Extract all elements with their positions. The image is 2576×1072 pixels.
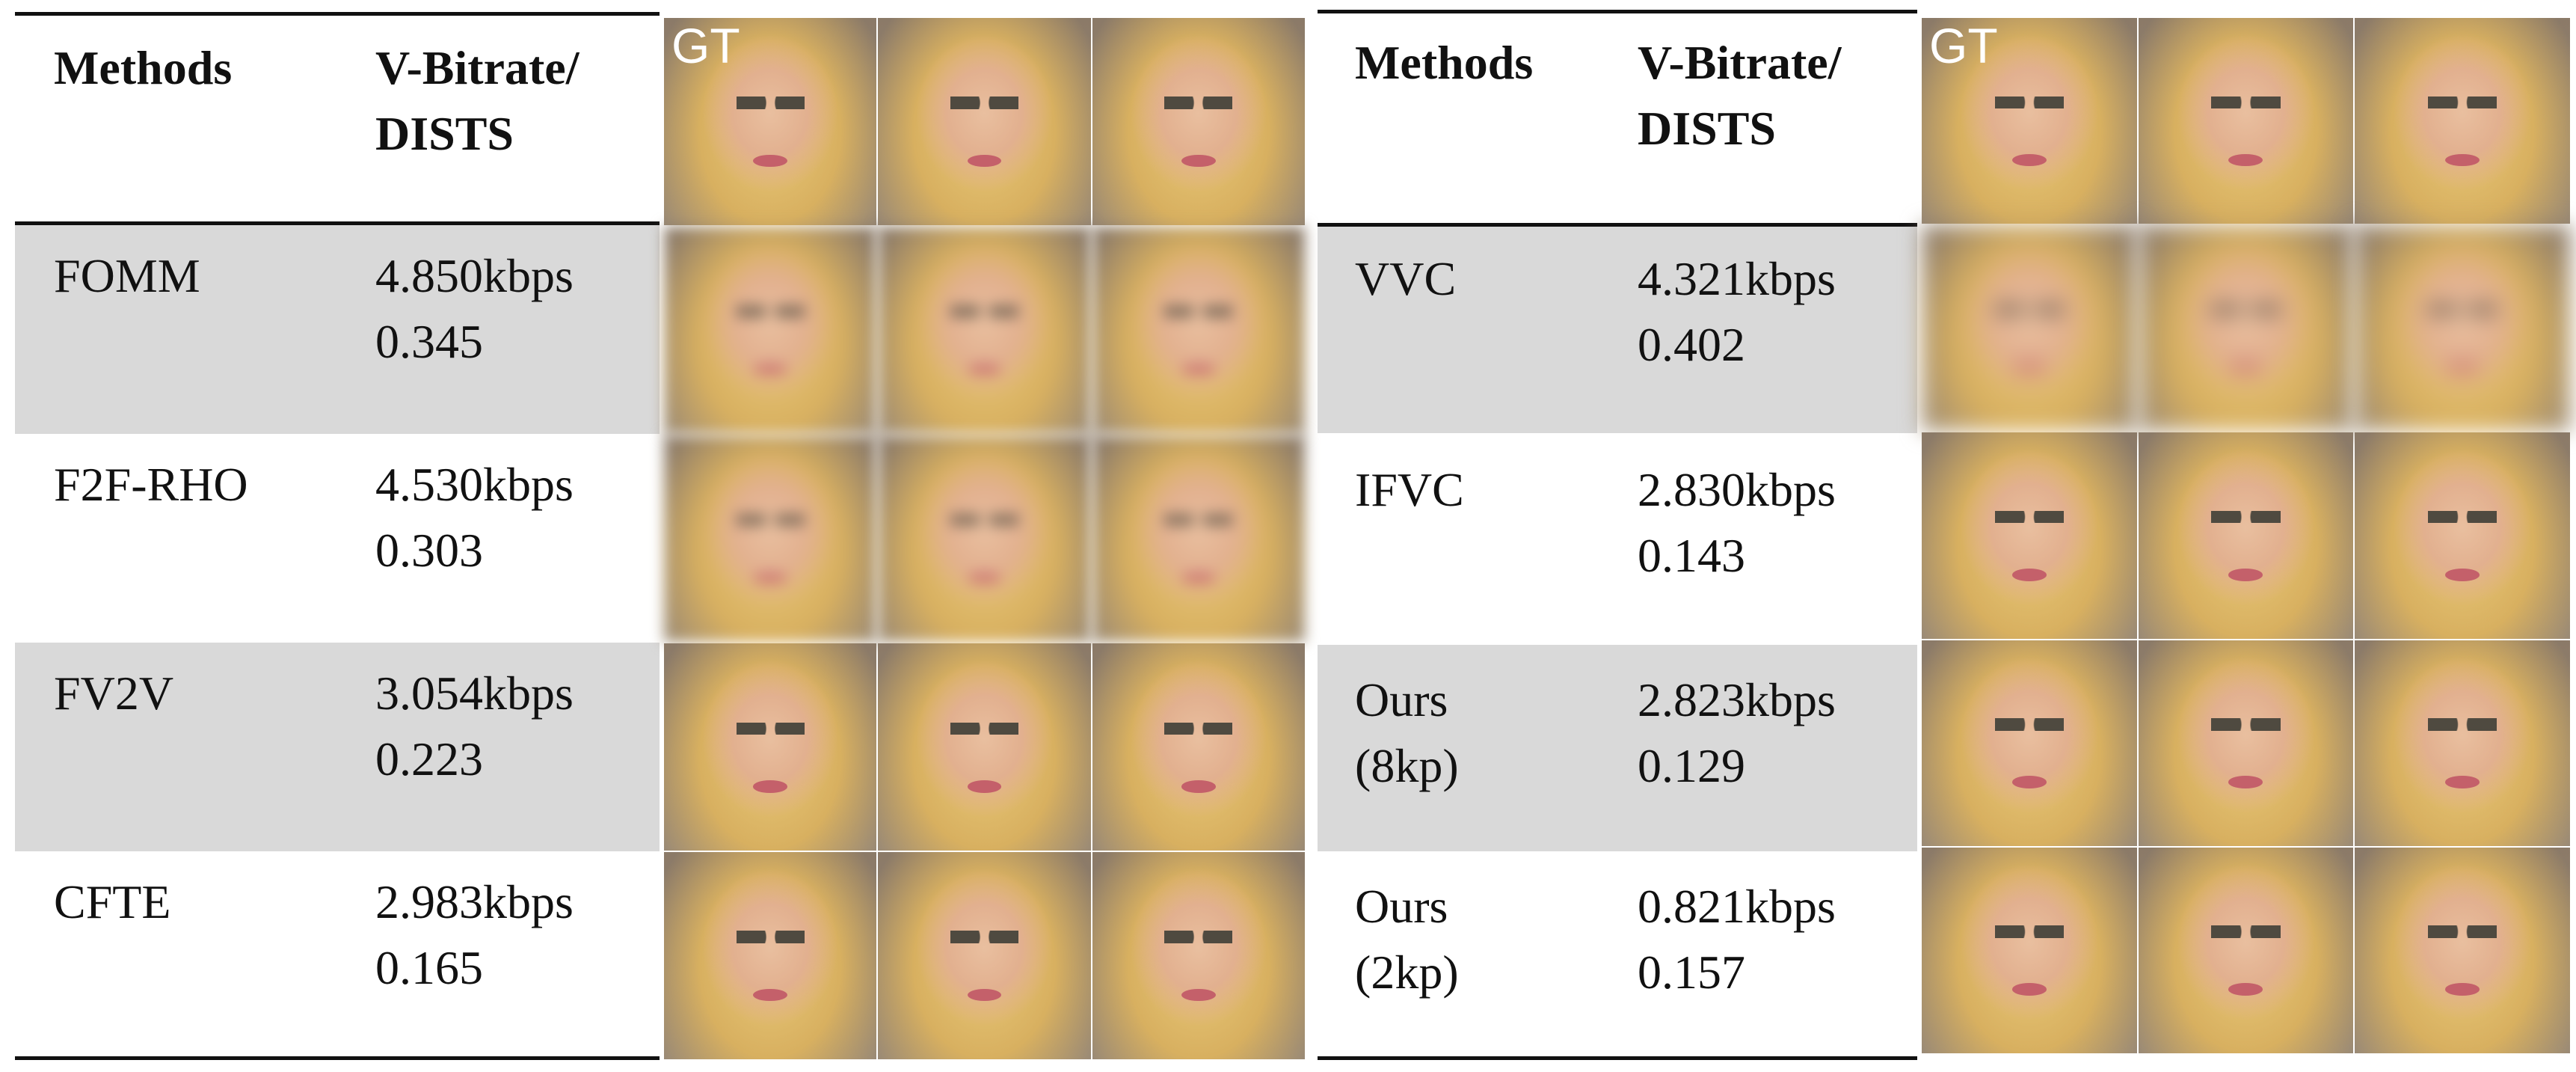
- face-image: [878, 643, 1091, 851]
- face-image: [878, 226, 1091, 434]
- top-rule: [1318, 10, 1917, 13]
- row-metric: 0.821kbps 0.157: [1638, 880, 1836, 999]
- face-image: [2138, 847, 2354, 1053]
- row-method: VVC: [1355, 252, 1457, 305]
- row-method: F2F-RHO: [54, 458, 248, 511]
- face-image: [664, 435, 877, 643]
- top-rule: [15, 12, 660, 16]
- table-row: FV2V 3.054kbps 0.223: [15, 643, 660, 851]
- face-image: [2138, 640, 2354, 846]
- face-image: [664, 643, 877, 851]
- row-method: IFVC: [1355, 463, 1464, 516]
- face-image: [878, 852, 1091, 1059]
- face-image: [2355, 640, 2570, 846]
- face-image: [878, 18, 1091, 225]
- table-row: F2F-RHO 4.530kbps 0.303: [15, 434, 660, 643]
- face-image: GT: [664, 18, 877, 225]
- header-metric: V-Bitrate/ DISTS: [375, 41, 580, 160]
- row-method: FV2V: [54, 667, 174, 720]
- header-methods: Methods: [54, 41, 233, 94]
- table-header: Methods V-Bitrate/ DISTS: [15, 16, 660, 221]
- gt-label: GT: [1929, 18, 1998, 73]
- face-image: [1092, 226, 1305, 434]
- face-image: [1092, 435, 1305, 643]
- face-image: [2355, 18, 2570, 224]
- row-metric: 2.823kbps 0.129: [1638, 673, 1836, 792]
- row-metric: 2.830kbps 0.143: [1638, 463, 1836, 582]
- face-image: [1922, 640, 2137, 846]
- face-image: [664, 852, 877, 1059]
- header-methods: Methods: [1355, 36, 1534, 89]
- row-method: FOMM: [54, 249, 200, 302]
- table-row: VVC 4.321kbps 0.402: [1318, 227, 1917, 433]
- table-row: FOMM 4.850kbps 0.345: [15, 225, 660, 434]
- face-image: [1092, 18, 1305, 225]
- left-image-grid: GT: [664, 18, 1305, 1059]
- face-image: [2355, 225, 2570, 432]
- face-image: [2138, 18, 2354, 224]
- table-header: Methods V-Bitrate/ DISTS: [1318, 13, 1917, 223]
- row-metric: 4.850kbps 0.345: [375, 249, 574, 368]
- face-image: [2355, 847, 2570, 1053]
- row-method: Ours (8kp): [1355, 673, 1459, 792]
- header-metric: V-Bitrate/ DISTS: [1638, 36, 1842, 155]
- face-image: [2355, 432, 2570, 639]
- table-row: Ours (8kp) 2.823kbps 0.129: [1318, 645, 1917, 851]
- row-metric: 4.530kbps 0.303: [375, 458, 574, 577]
- row-method: CFTE: [54, 875, 171, 928]
- row-metric: 3.054kbps 0.223: [375, 667, 574, 785]
- face-image: [1922, 847, 2137, 1053]
- table-row: CFTE 2.983kbps 0.165: [15, 851, 660, 1056]
- row-metric: 2.983kbps 0.165: [375, 875, 574, 994]
- face-image: GT: [1922, 18, 2137, 224]
- row-metric: 4.321kbps 0.402: [1638, 252, 1836, 371]
- gt-label: GT: [671, 18, 740, 73]
- mid-rule: [15, 221, 660, 225]
- face-image: [2138, 432, 2354, 639]
- row-method: Ours (2kp): [1355, 880, 1459, 999]
- table-row: Ours (2kp) 0.821kbps 0.157: [1318, 851, 1917, 1056]
- face-image: [1922, 432, 2137, 639]
- face-image: [1092, 852, 1305, 1059]
- table-row: IFVC 2.830kbps 0.143: [1318, 433, 1917, 645]
- face-image: [664, 226, 877, 434]
- face-image: [878, 435, 1091, 643]
- face-image: [1922, 225, 2137, 432]
- mid-rule: [1318, 223, 1917, 227]
- face-image: [1092, 643, 1305, 851]
- bottom-rule: [15, 1056, 660, 1060]
- face-image: [2138, 225, 2354, 432]
- right-image-grid: GT: [1922, 18, 2570, 1053]
- bottom-rule: [1318, 1056, 1917, 1060]
